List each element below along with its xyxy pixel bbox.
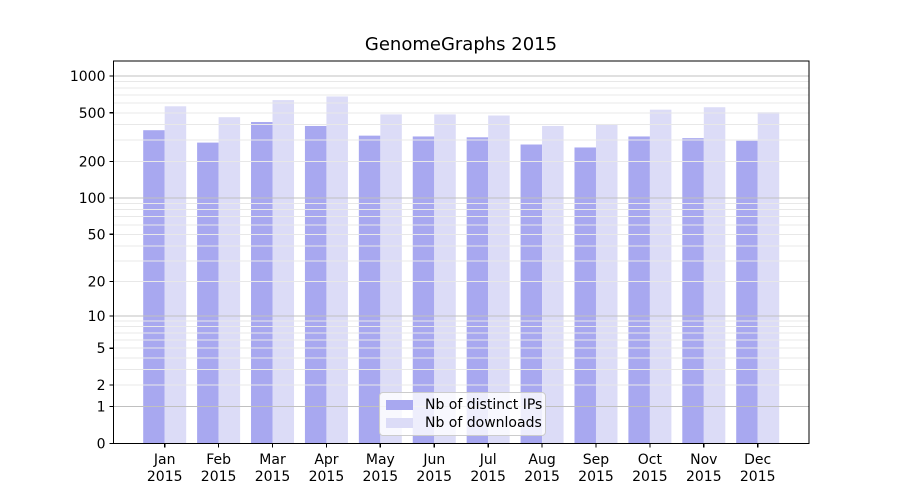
bar: [520, 144, 543, 444]
bar: [304, 125, 327, 444]
x-axis: Jan 2015 Feb 2015 Mar 2015 Apr 2015 May 2015 Jun 20…: [147, 443, 776, 485]
x-tick-label: Nov 2015: [686, 452, 722, 485]
y-tick-label: 200: [79, 154, 106, 170]
bar: [757, 112, 780, 444]
bar: [649, 109, 672, 444]
legend-label-downloads: Nb of downloads: [425, 415, 542, 431]
legend-item-downloads: Nb of downloads: [386, 414, 542, 432]
bar: [358, 135, 381, 444]
legend-swatch-downloads: [386, 418, 413, 428]
bar: [466, 137, 489, 444]
x-tick-label: Jun 2015: [416, 452, 452, 485]
legend-swatch-distinct-ips: [386, 400, 413, 410]
bar: [272, 100, 295, 444]
x-tick-label: Oct 2015: [632, 452, 668, 485]
bar: [143, 130, 165, 444]
x-tick-label: May 2015: [363, 452, 399, 485]
y-tick-label: 0: [97, 437, 106, 453]
y-tick-label: 100: [79, 191, 106, 207]
bar: [326, 96, 348, 444]
x-tick-label: Apr 2015: [309, 452, 345, 485]
bar: [628, 136, 650, 444]
y-tick-label: 2: [97, 378, 106, 394]
bar: [736, 140, 758, 444]
y-tick-label: 500: [79, 106, 106, 122]
legend: Nb of distinct IPs Nb of downloads: [379, 392, 546, 436]
bar: [682, 138, 704, 444]
x-tick-label: Feb 2015: [201, 452, 237, 485]
bar: [412, 136, 435, 444]
bar: [434, 114, 456, 444]
y-axis: 0 1 2 5 10 20 50 100 200 500 1000: [70, 69, 114, 453]
legend-item-distinct-ips: Nb of distinct IPs: [386, 396, 542, 414]
chart-title: GenomeGraphs 2015: [364, 34, 558, 55]
y-tick-label: 1000: [70, 69, 106, 85]
bar: [164, 106, 187, 444]
x-tick-label: Mar 2015: [255, 452, 291, 485]
x-tick-label: Jan 2015: [147, 452, 183, 485]
gridlines-minor: [113, 81, 809, 386]
legend-label-distinct-ips: Nb of distinct IPs: [425, 397, 543, 413]
bar: [595, 123, 618, 444]
y-tick-label: 20: [88, 275, 106, 291]
y-tick-label: 10: [88, 309, 106, 325]
x-tick-label: Aug 2015: [524, 452, 560, 485]
x-tick-label: Dec 2015: [740, 452, 776, 485]
y-tick-label: 50: [88, 227, 106, 243]
y-tick-label: 5: [97, 341, 106, 357]
bar: [197, 142, 219, 444]
bar: [542, 125, 564, 444]
bar: [218, 117, 241, 444]
x-tick-label: Jul 2015: [470, 452, 506, 485]
bar-series-distinct-ips: [143, 122, 758, 444]
bar: [703, 107, 726, 444]
plot-border: [112, 60, 810, 445]
bar: [251, 122, 273, 444]
bar: [380, 114, 402, 444]
y-tick-label: 1: [97, 400, 106, 416]
x-tick-label: Sep 2015: [578, 452, 614, 485]
bar: [574, 147, 596, 444]
